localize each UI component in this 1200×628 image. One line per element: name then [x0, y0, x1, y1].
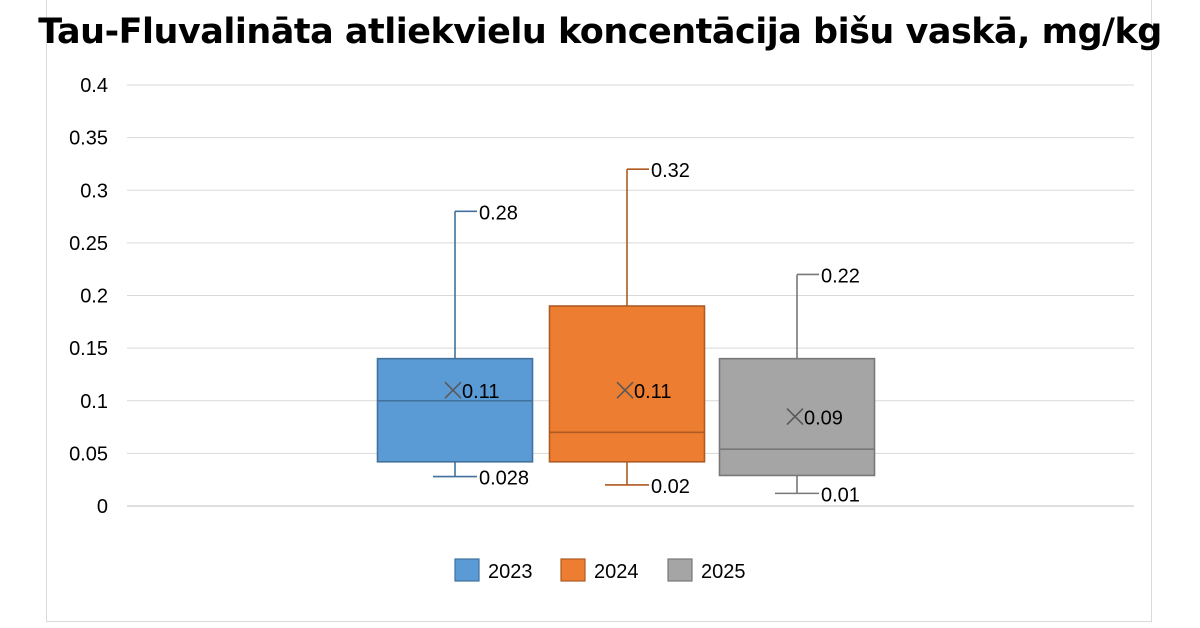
- y-tick-label: 0.15: [69, 338, 108, 360]
- mean-marker: [444, 381, 462, 399]
- legend: 2023 2024 2025: [454, 558, 746, 583]
- legend-label: 2023: [488, 561, 533, 583]
- legend-item-2024: 2024: [560, 558, 639, 583]
- data-label-min: 0.028: [479, 468, 529, 490]
- data-label-max: 0.22: [821, 265, 860, 287]
- chart-title: Tau-Fluvalināta atliekvielu koncentācija…: [38, 12, 1162, 52]
- box-series: 0.28 0.11 0.028 0.32 0.11 0.02 0.22 0.09 0.01: [376, 160, 876, 506]
- legend-swatch: [560, 558, 586, 582]
- data-label-mean: 0.11: [634, 381, 671, 403]
- box-body: [548, 305, 706, 463]
- legend-swatch: [667, 558, 693, 582]
- y-tick-label: 0.05: [69, 443, 108, 465]
- data-label-min: 0.01: [821, 484, 860, 506]
- y-tick-label: 0.35: [69, 128, 108, 150]
- box-2025: 0.22 0.09 0.01: [718, 265, 876, 506]
- box-2023: 0.28 0.11 0.028: [376, 202, 534, 490]
- mean-marker: [616, 381, 634, 399]
- chart-frame: [46, 0, 1152, 622]
- y-tick-label: 0.4: [80, 75, 108, 97]
- mean-marker: [786, 407, 804, 426]
- data-label-max: 0.28: [479, 202, 518, 224]
- box-body: [376, 357, 534, 463]
- data-label-max: 0.32: [651, 160, 690, 182]
- legend-label: 2025: [701, 561, 746, 583]
- data-label-mean: 0.11: [462, 381, 499, 403]
- box-body: [718, 357, 876, 477]
- y-tick-label: 0.3: [80, 180, 108, 202]
- y-axis-tick-labels: 0 0.05 0.1 0.15 0.2 0.25 0.3 0.35 0.4: [69, 75, 108, 518]
- legend-label: 2024: [594, 561, 639, 583]
- legend-item-2025: 2025: [667, 558, 746, 583]
- legend-item-2023: 2023: [454, 558, 533, 583]
- y-tick-label: 0.25: [69, 233, 108, 255]
- y-tick-label: 0.2: [80, 286, 108, 308]
- legend-swatch: [454, 558, 480, 582]
- data-label-mean: 0.09: [804, 408, 843, 430]
- y-tick-label: 0.1: [80, 391, 108, 413]
- box-2024: 0.32 0.11 0.02: [548, 160, 706, 498]
- data-label-min: 0.02: [651, 476, 690, 498]
- y-tick-label: 0: [97, 496, 108, 518]
